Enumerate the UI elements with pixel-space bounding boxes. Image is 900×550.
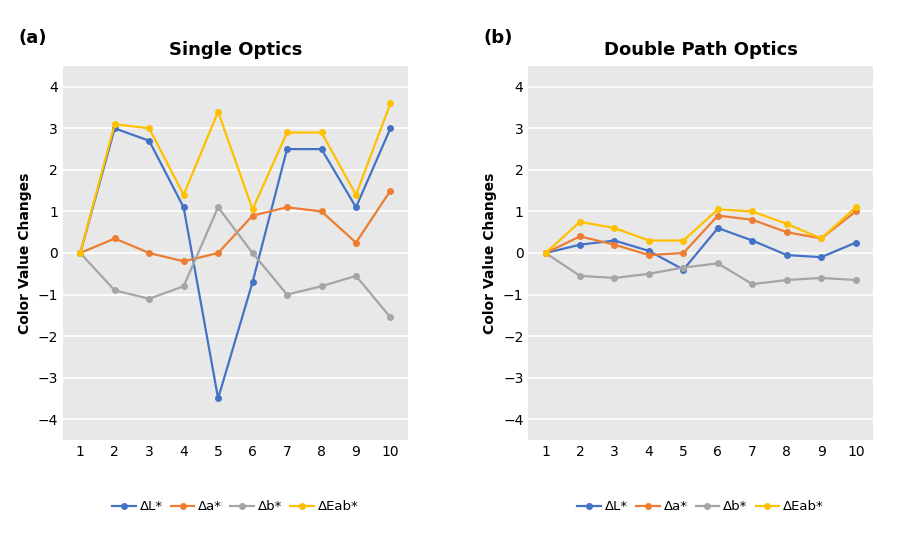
- ΔEab*: [609, 225, 620, 232]
- ΔL*: [212, 395, 223, 402]
- Line: ΔL*: ΔL*: [543, 226, 859, 272]
- Δb*: [781, 277, 792, 283]
- ΔEab*: [781, 221, 792, 227]
- Δb*: [385, 314, 396, 321]
- Legend: ΔL*, Δa*, Δb*, ΔEab*: ΔL*, Δa*, Δb*, ΔEab*: [106, 495, 364, 519]
- Δa*: [109, 235, 120, 242]
- Δb*: [282, 292, 292, 298]
- Δa*: [644, 252, 654, 258]
- Δb*: [816, 274, 827, 281]
- Δa*: [678, 250, 688, 256]
- ΔL*: [713, 225, 724, 232]
- ΔEab*: [178, 191, 189, 198]
- Δb*: [109, 287, 120, 294]
- ΔEab*: [351, 191, 362, 198]
- Δb*: [609, 274, 620, 281]
- Δb*: [850, 277, 861, 283]
- ΔEab*: [212, 108, 223, 115]
- Δb*: [351, 273, 362, 279]
- Δb*: [144, 295, 155, 302]
- Line: ΔL*: ΔL*: [77, 125, 393, 401]
- Δa*: [574, 233, 585, 240]
- ΔEab*: [540, 250, 551, 256]
- ΔEab*: [385, 100, 396, 107]
- Title: Single Optics: Single Optics: [168, 41, 302, 59]
- ΔEab*: [816, 235, 827, 242]
- ΔL*: [109, 125, 120, 131]
- Title: Double Path Optics: Double Path Optics: [604, 41, 797, 59]
- Δa*: [781, 229, 792, 235]
- ΔEab*: [282, 129, 292, 136]
- ΔL*: [178, 204, 189, 211]
- ΔEab*: [644, 237, 654, 244]
- Line: Δa*: Δa*: [543, 208, 859, 258]
- Δa*: [282, 204, 292, 211]
- ΔL*: [75, 250, 86, 256]
- ΔL*: [316, 146, 327, 152]
- ΔL*: [385, 125, 396, 131]
- ΔEab*: [144, 125, 155, 131]
- ΔL*: [609, 237, 620, 244]
- Line: ΔEab*: ΔEab*: [77, 101, 393, 256]
- Δa*: [178, 258, 189, 265]
- ΔEab*: [678, 237, 688, 244]
- ΔEab*: [747, 208, 758, 214]
- Legend: ΔL*, Δa*, Δb*, ΔEab*: ΔL*, Δa*, Δb*, ΔEab*: [572, 495, 830, 519]
- ΔL*: [816, 254, 827, 261]
- ΔL*: [248, 279, 258, 285]
- Line: Δb*: Δb*: [543, 250, 859, 287]
- ΔL*: [351, 204, 362, 211]
- Text: (a): (a): [18, 29, 47, 47]
- ΔEab*: [248, 206, 258, 213]
- ΔEab*: [109, 121, 120, 128]
- Δb*: [212, 204, 223, 211]
- Text: (b): (b): [483, 29, 513, 47]
- ΔL*: [644, 248, 654, 254]
- Δb*: [678, 264, 688, 271]
- Δa*: [816, 235, 827, 242]
- Δa*: [385, 188, 396, 194]
- Δa*: [850, 208, 861, 214]
- Line: ΔEab*: ΔEab*: [543, 205, 859, 256]
- ΔEab*: [574, 218, 585, 225]
- ΔEab*: [713, 206, 724, 213]
- Δa*: [248, 212, 258, 219]
- ΔL*: [678, 266, 688, 273]
- Δa*: [747, 217, 758, 223]
- Δa*: [540, 250, 551, 256]
- ΔL*: [747, 237, 758, 244]
- Δa*: [212, 250, 223, 256]
- Δb*: [747, 281, 758, 288]
- Δa*: [75, 250, 86, 256]
- Δa*: [316, 208, 327, 214]
- Y-axis label: Color Value Changes: Color Value Changes: [18, 172, 32, 334]
- ΔEab*: [75, 250, 86, 256]
- ΔEab*: [850, 204, 861, 211]
- Δb*: [178, 283, 189, 289]
- Δa*: [351, 239, 362, 246]
- ΔL*: [574, 241, 585, 248]
- Δa*: [144, 250, 155, 256]
- Δb*: [316, 283, 327, 289]
- Line: Δb*: Δb*: [77, 205, 393, 320]
- Δa*: [609, 241, 620, 248]
- Line: Δa*: Δa*: [77, 188, 393, 264]
- ΔL*: [850, 239, 861, 246]
- Δa*: [713, 212, 724, 219]
- Δb*: [574, 273, 585, 279]
- Y-axis label: Color Value Changes: Color Value Changes: [483, 172, 498, 334]
- Δb*: [713, 260, 724, 267]
- Δb*: [248, 250, 258, 256]
- Δb*: [540, 250, 551, 256]
- Δb*: [75, 250, 86, 256]
- ΔL*: [144, 138, 155, 144]
- ΔL*: [540, 250, 551, 256]
- ΔEab*: [316, 129, 327, 136]
- Δb*: [644, 271, 654, 277]
- ΔL*: [282, 146, 292, 152]
- ΔL*: [781, 252, 792, 258]
